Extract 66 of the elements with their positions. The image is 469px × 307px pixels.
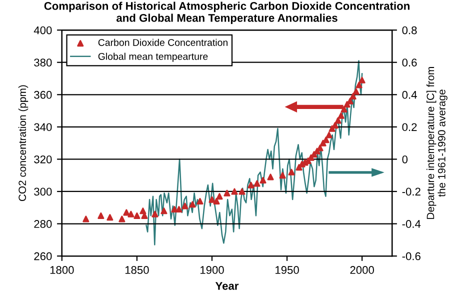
point [231, 188, 238, 195]
point [279, 172, 286, 179]
point [224, 190, 230, 196]
point [134, 212, 140, 219]
point [350, 92, 356, 100]
point [82, 216, 90, 222]
point [254, 180, 260, 187]
y2-tick-label: -0.4 [402, 220, 421, 228]
x-tick-label: 1850 [125, 266, 149, 274]
point [152, 210, 158, 218]
y-tick-label: 340 [34, 123, 52, 132]
point [248, 182, 254, 188]
point [322, 136, 330, 144]
point [216, 193, 223, 200]
point [196, 198, 204, 204]
point [118, 216, 126, 222]
point [260, 176, 266, 184]
point [334, 117, 342, 124]
point [123, 209, 130, 216]
point [106, 214, 114, 221]
y2-tick-label: 0.8 [402, 26, 417, 34]
y-tick-label: 360 [34, 90, 52, 99]
point [208, 196, 216, 203]
point [140, 208, 146, 214]
point [346, 98, 354, 104]
point [338, 112, 344, 119]
point [189, 201, 196, 208]
x-axis-title: Year [215, 282, 239, 290]
y2-tick-label: 0.4 [402, 90, 417, 99]
point [326, 132, 332, 138]
y2-tick-label: -0.2 [402, 188, 420, 196]
y2-axis-title: Departure intemperature [C] from the 1961-1990 average [426, 67, 448, 219]
y2-tick-label: 0.2 [402, 123, 417, 132]
point [340, 106, 348, 112]
point [356, 82, 362, 88]
x-tick-label: 1800 [50, 266, 74, 274]
y2-tick-label: 0.6 [402, 58, 417, 66]
point [213, 198, 220, 204]
point [98, 212, 104, 219]
point [160, 208, 168, 214]
legend-label: Global mean tempearture [98, 52, 208, 62]
chart-title: Comparison of Historical Atmospheric Carbon Dioxide Concentration and Global Mean Temperature Anormalies [44, 2, 410, 24]
y-tick-label: 260 [34, 252, 52, 260]
x-tick-label: 1950 [276, 266, 299, 274]
y-tick-label: 320 [34, 155, 52, 164]
point [176, 206, 182, 213]
y-axis-title: CO2 concentration (ppm) [18, 85, 28, 202]
x-tick-label: 1900 [200, 266, 224, 274]
x-tick-label: 2000 [350, 266, 374, 274]
y-tick-label: 380 [34, 58, 52, 66]
point [358, 76, 366, 84]
y-tick-label: 300 [34, 188, 52, 196]
legend-label: Carbon Dioxide Concentration [98, 38, 228, 46]
point [171, 206, 178, 213]
y2-tick-label: 0 [402, 155, 408, 164]
point [238, 188, 246, 195]
point [182, 202, 188, 210]
point [128, 210, 134, 218]
point [288, 168, 295, 176]
y2-tick-label: -0.6 [402, 252, 420, 260]
y-tick-label: 280 [34, 220, 52, 228]
y-tick-label: 400 [34, 26, 52, 34]
point [352, 88, 360, 95]
point [267, 174, 274, 180]
point [316, 144, 324, 152]
point [332, 122, 338, 129]
